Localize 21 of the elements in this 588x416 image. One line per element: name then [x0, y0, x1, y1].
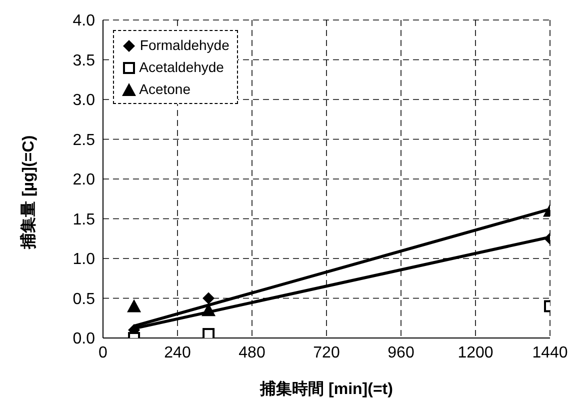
y-tick-label: 3.0	[72, 92, 96, 110]
y-tick-label: 1.5	[72, 211, 96, 228]
y-tick-label: 4.0	[72, 12, 96, 30]
legend-label: Formaldehyde	[138, 36, 230, 55]
y-tick-label: 1.0	[72, 251, 96, 268]
y-axis-title: 捕集量 [µg](=C)	[20, 135, 38, 250]
y-tick-label: 2.5	[72, 132, 96, 149]
x-tick-label: 960	[388, 344, 414, 362]
legend-label: Acetone	[138, 80, 192, 99]
x-tick-label: 720	[313, 344, 340, 362]
y-tick-label: 0.0	[72, 330, 96, 348]
y-tick-label: 3.5	[72, 52, 96, 70]
x-axis-title: 捕集時間 [min](=t)	[259, 380, 393, 398]
legend-label: Acetaldehyde	[138, 58, 225, 77]
y-tick-label: 0.5	[72, 290, 96, 308]
x-tick-label: 240	[164, 344, 191, 362]
x-tick-label: 0	[98, 344, 108, 362]
x-tick-label: 1440	[532, 344, 568, 362]
y-tick-label: 2.0	[72, 172, 96, 189]
x-tick-label: 480	[238, 344, 266, 362]
x-tick-label: 1200	[458, 344, 494, 362]
